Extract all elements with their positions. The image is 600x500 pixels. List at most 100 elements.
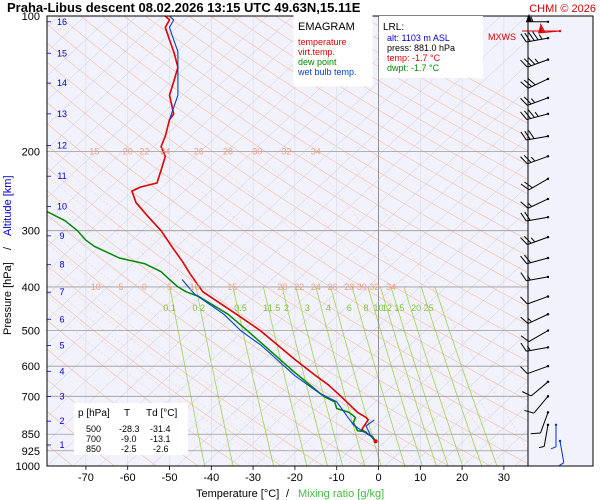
barb-staff (528, 330, 549, 342)
barb-full (520, 111, 528, 120)
barb-base (546, 216, 550, 219)
barb-full (520, 81, 529, 89)
x-tick-label: -40 (203, 472, 219, 484)
barb-full (520, 97, 528, 106)
barb-base (546, 58, 550, 61)
pressure-tick-label: 1000 (16, 461, 40, 473)
barb-half (550, 446, 557, 450)
wind-barb (520, 295, 550, 305)
x-tick-label: -10 (329, 472, 345, 484)
mixing-ratio-label: 0.2 (193, 303, 206, 313)
barb-staff (538, 30, 561, 34)
adiabat-label: 15 (227, 282, 237, 292)
wind-barb-layer (520, 13, 565, 466)
x-tick-label: -30 (245, 472, 261, 484)
skew-grid-line (47, 16, 346, 296)
table-cell: 700 (86, 434, 101, 444)
adiabat-label: 24 (311, 282, 321, 292)
barb-half (530, 237, 536, 243)
table-cell: -2.6 (153, 444, 169, 454)
maxws-label: MXWS (488, 32, 516, 42)
x-axis-title-separator: / (286, 488, 290, 500)
altitude-tick-label: 2 (59, 416, 64, 426)
barb-base (546, 313, 550, 316)
barb-full (520, 201, 529, 209)
lrl-dwpt: dwpt: -1.7 °C (387, 63, 440, 73)
skew-grid-line (47, 16, 216, 174)
dry-adiabat-line (188, 16, 528, 225)
mixing-ratio-label: 0.5 (234, 303, 247, 313)
surface-point (373, 439, 378, 444)
adiabat-label: -5 (115, 282, 123, 292)
x-tick-label: -60 (120, 472, 136, 484)
legend-title: EMAGRAM (298, 21, 355, 33)
x-tick-label: -20 (287, 472, 303, 484)
wind-barb (522, 380, 550, 397)
adiabat-label: -10 (88, 282, 101, 292)
x-tick-label: -50 (162, 472, 178, 484)
barb-base (546, 177, 550, 180)
barb-full (520, 342, 527, 352)
barb-full (528, 130, 535, 139)
label-layer: 1002003004005006007008509251000123456789… (16, 11, 511, 484)
wind-barb (520, 197, 550, 209)
skew-grid-line (98, 63, 528, 466)
mixing-ratio-label: 3 (305, 303, 310, 313)
barb-full (539, 23, 546, 33)
barb-base (546, 329, 550, 332)
barb-staff (533, 395, 549, 414)
barb-full (520, 59, 528, 68)
skew-grid-line (202, 160, 528, 466)
altitude-tick-label: 7 (59, 287, 64, 297)
skew-grid-line (436, 380, 528, 466)
adiabat-label: 28 (344, 282, 354, 292)
skew-grid-line (47, 16, 528, 466)
moist-adiabat-line (47, 175, 404, 466)
wind-barb (520, 130, 550, 141)
skew-grid-line (410, 355, 528, 466)
series-layer (47, 16, 378, 444)
adiabat-label: 15 (89, 146, 99, 156)
table-cell: -31.4 (150, 424, 171, 434)
barb-staff (543, 424, 549, 447)
altitude-tick-label: 1 (59, 440, 64, 450)
barb-base (546, 135, 550, 138)
x-tick-label: 20 (456, 472, 468, 484)
adiabat-label: 32 (282, 146, 292, 156)
pressure-tick-label: 300 (22, 226, 40, 238)
dry-adiabat-line (58, 16, 528, 325)
barb-full (532, 31, 539, 41)
skew-grid-line (47, 16, 294, 247)
adiabat-label: 32 (369, 282, 379, 292)
adiabat-label: 24 (160, 146, 170, 156)
y-axis-title-separator: / (2, 246, 14, 250)
barb-base (546, 197, 550, 201)
wind-barb (538, 423, 550, 449)
mixing-ratio-label: 2 (284, 303, 289, 313)
skew-grid-line (176, 136, 528, 466)
x-tick-label: 30 (498, 472, 510, 484)
barb-full (520, 156, 528, 165)
pressure-tick-label: 600 (22, 361, 40, 373)
skew-grid-line (47, 16, 268, 223)
barb-full (520, 33, 527, 43)
skew-grid-line (72, 39, 528, 466)
altitude-tick-label: 4 (59, 366, 64, 376)
skew-grid-line (150, 112, 528, 466)
barb-staff (527, 365, 549, 375)
barb-half (530, 98, 536, 103)
y-axis-title-altitude: Altitude [km] (2, 175, 14, 236)
skew-grid-line (124, 87, 528, 466)
barb-base (546, 295, 550, 298)
barb-full (527, 56, 536, 65)
table-cell: 850 (86, 444, 101, 454)
altitude-tick-label: 16 (57, 17, 67, 27)
altitude-tick-label: 9 (59, 231, 64, 241)
maxws-barb (538, 23, 562, 34)
legend: EMAGRAM temperature virt.temp. dew point… (293, 15, 373, 87)
barb-base (546, 364, 550, 368)
pressure-tick-label: 850 (22, 429, 40, 441)
moist-adiabat-line (344, 151, 528, 451)
series-line (131, 16, 377, 442)
barb-base (546, 380, 550, 384)
